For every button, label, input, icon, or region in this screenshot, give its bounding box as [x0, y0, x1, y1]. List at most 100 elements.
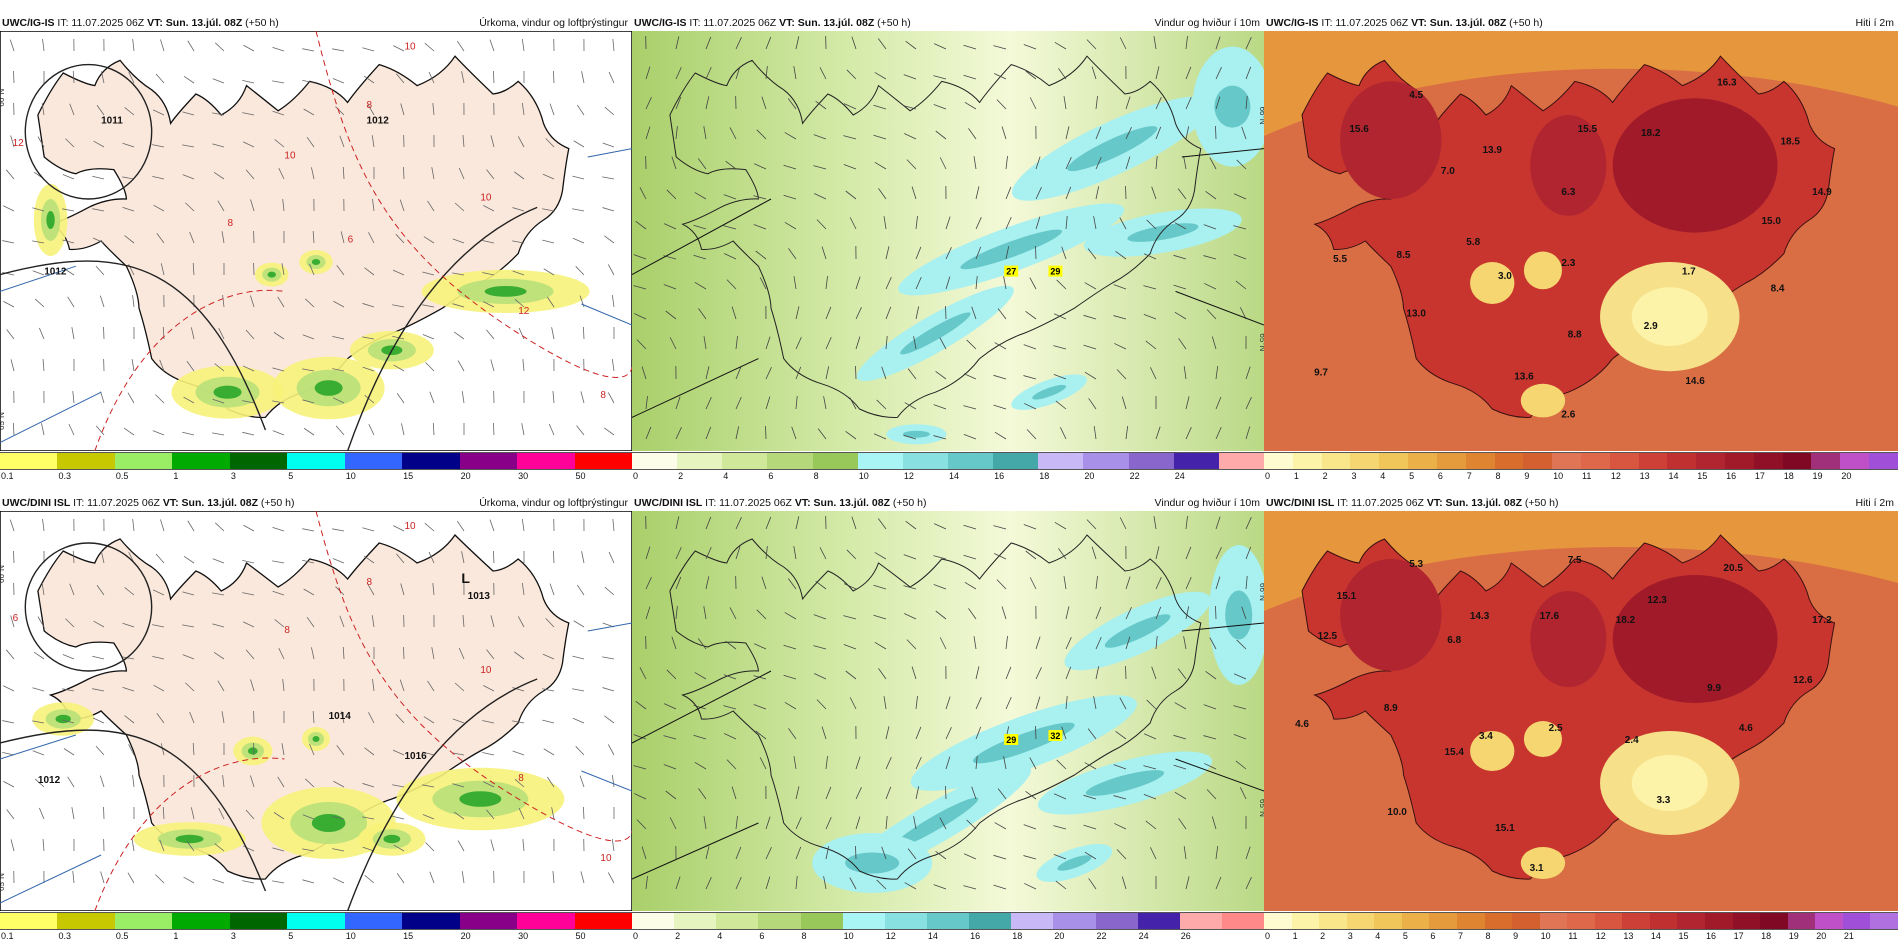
wind-barb [432, 422, 435, 436]
wind-arrow [1183, 636, 1187, 650]
wind-barb [272, 400, 285, 404]
wind-arrow [1143, 285, 1157, 290]
temp-value-label: 17.6 [1540, 611, 1560, 622]
wind-arrow [1095, 186, 1100, 200]
legend-swatch [1137, 913, 1180, 929]
wind-barb [422, 304, 435, 308]
wind-arrow [994, 822, 1007, 830]
wind-arrow [795, 306, 800, 320]
legend-swatch [517, 913, 575, 929]
legend-swatch [172, 453, 230, 469]
wind-arrow [1083, 314, 1097, 320]
map-canvas[interactable]: 29 32 66°N 65°N [632, 511, 1264, 911]
wind-arrow [1095, 96, 1098, 110]
run-info: UWC/IG-IS IT: 11.07.2025 06Z VT: Sun. 13… [1266, 15, 1543, 31]
wind-arrow [933, 523, 947, 530]
legend-tick-label: 0.1 [1, 471, 14, 481]
wind-barb [189, 231, 195, 244]
legend-tick-label: 1 [173, 931, 179, 941]
graticule-line [632, 822, 759, 880]
temp-value-label: 8.5 [1397, 250, 1411, 261]
legend-swatch [229, 453, 288, 469]
wind-barb [582, 326, 585, 340]
legend-tick-label: 4 [1375, 931, 1381, 941]
legend-tick-label: 17 [1754, 471, 1765, 481]
map-canvas[interactable]: 27 29 66°N 65°N [632, 31, 1264, 451]
wind-arrow [903, 585, 917, 590]
strong-wind-core [900, 312, 971, 355]
glacier-area [1520, 847, 1566, 879]
valid-prefix: VT: [1411, 17, 1430, 29]
legend-tick-label: 8 [1495, 471, 1501, 481]
wind-arrow [964, 101, 977, 110]
wind-arrow [1145, 340, 1157, 350]
wind-barb [549, 103, 555, 116]
legend-swatch [574, 913, 632, 929]
wind-barb [607, 392, 615, 404]
wind-barb [309, 263, 315, 276]
wind-barb [152, 175, 165, 180]
wind-arrow [731, 786, 737, 800]
wind-barb [362, 366, 375, 372]
wind-barb [582, 806, 585, 820]
wind-barb [5, 649, 15, 660]
map-canvas[interactable]: 16.3 4.5 15.6 15.5 18.2 18.5 13.9 7.0 6.3 14.9 15.… [1264, 31, 1898, 451]
wind-arrow [795, 396, 798, 410]
wind-arrow [639, 667, 647, 680]
wind-barb [214, 42, 225, 52]
wind-barb [489, 519, 495, 532]
wind-arrow [846, 549, 857, 560]
wind-arrow [1053, 825, 1067, 830]
wind-arrow [993, 45, 1007, 50]
wind-arrow [1119, 217, 1127, 230]
wind-barb [403, 646, 405, 660]
wind-barb [214, 363, 225, 372]
legend-tick-label: 20 [1084, 471, 1095, 481]
wind-barb [37, 136, 45, 148]
map-canvas[interactable]: 1013 1012 1014 1016 L 10 8 10 6 8 8 10 66°N 65°N [0, 511, 632, 911]
wind-arrow [1183, 846, 1187, 860]
wind-barb [399, 679, 405, 692]
wind-barb [368, 423, 375, 436]
legend-tick-label: 1 [1293, 471, 1299, 481]
wind-barb [518, 327, 525, 340]
field-title: Úrkoma, vindur og loftþrýstingur [479, 497, 628, 509]
wind-arrow [1035, 187, 1042, 200]
legend-tick-label: 12 [903, 471, 914, 481]
wind-arrow [963, 885, 977, 890]
wind-barb [222, 295, 225, 308]
wind-arrow [821, 726, 827, 740]
temp-field [1264, 31, 1898, 136]
wind-barb [13, 550, 15, 564]
wind-arrow [1233, 673, 1247, 680]
wind-arrow [975, 276, 978, 290]
wind-arrow [851, 36, 857, 50]
wind-arrow [1113, 764, 1127, 770]
wind-arrow [1245, 576, 1248, 590]
wind-arrow [1211, 816, 1217, 830]
legend-tick-label: 14 [1668, 471, 1679, 481]
wind-arrow [814, 193, 827, 200]
wind-barb [572, 688, 585, 692]
temp-contour-label: 10 [480, 193, 492, 204]
legend-swatch [1869, 453, 1898, 469]
wind-arrow [881, 846, 887, 860]
wind-arrow [761, 576, 767, 590]
wind-barb [272, 47, 285, 52]
map-canvas[interactable]: 7.5 5.3 20.5 15.1 17.6 18.2 12.3 17.2 14.3 12.5 6.… [1264, 511, 1898, 911]
wind-barb [364, 875, 375, 884]
legend-swatch [114, 913, 173, 929]
wind-barb [272, 847, 285, 852]
legend-tick-label: 18 [1783, 471, 1794, 481]
wind-arrow [975, 666, 980, 680]
wind-arrow [731, 306, 737, 320]
wind-arrow [963, 434, 977, 440]
wind-arrow [694, 281, 707, 290]
wind-barb [3, 685, 15, 692]
wind-arrow [997, 308, 1007, 320]
glacier-area [1520, 383, 1566, 418]
wind-barb [37, 616, 45, 628]
wind-arrow [814, 673, 827, 680]
wind-arrow [645, 97, 652, 110]
